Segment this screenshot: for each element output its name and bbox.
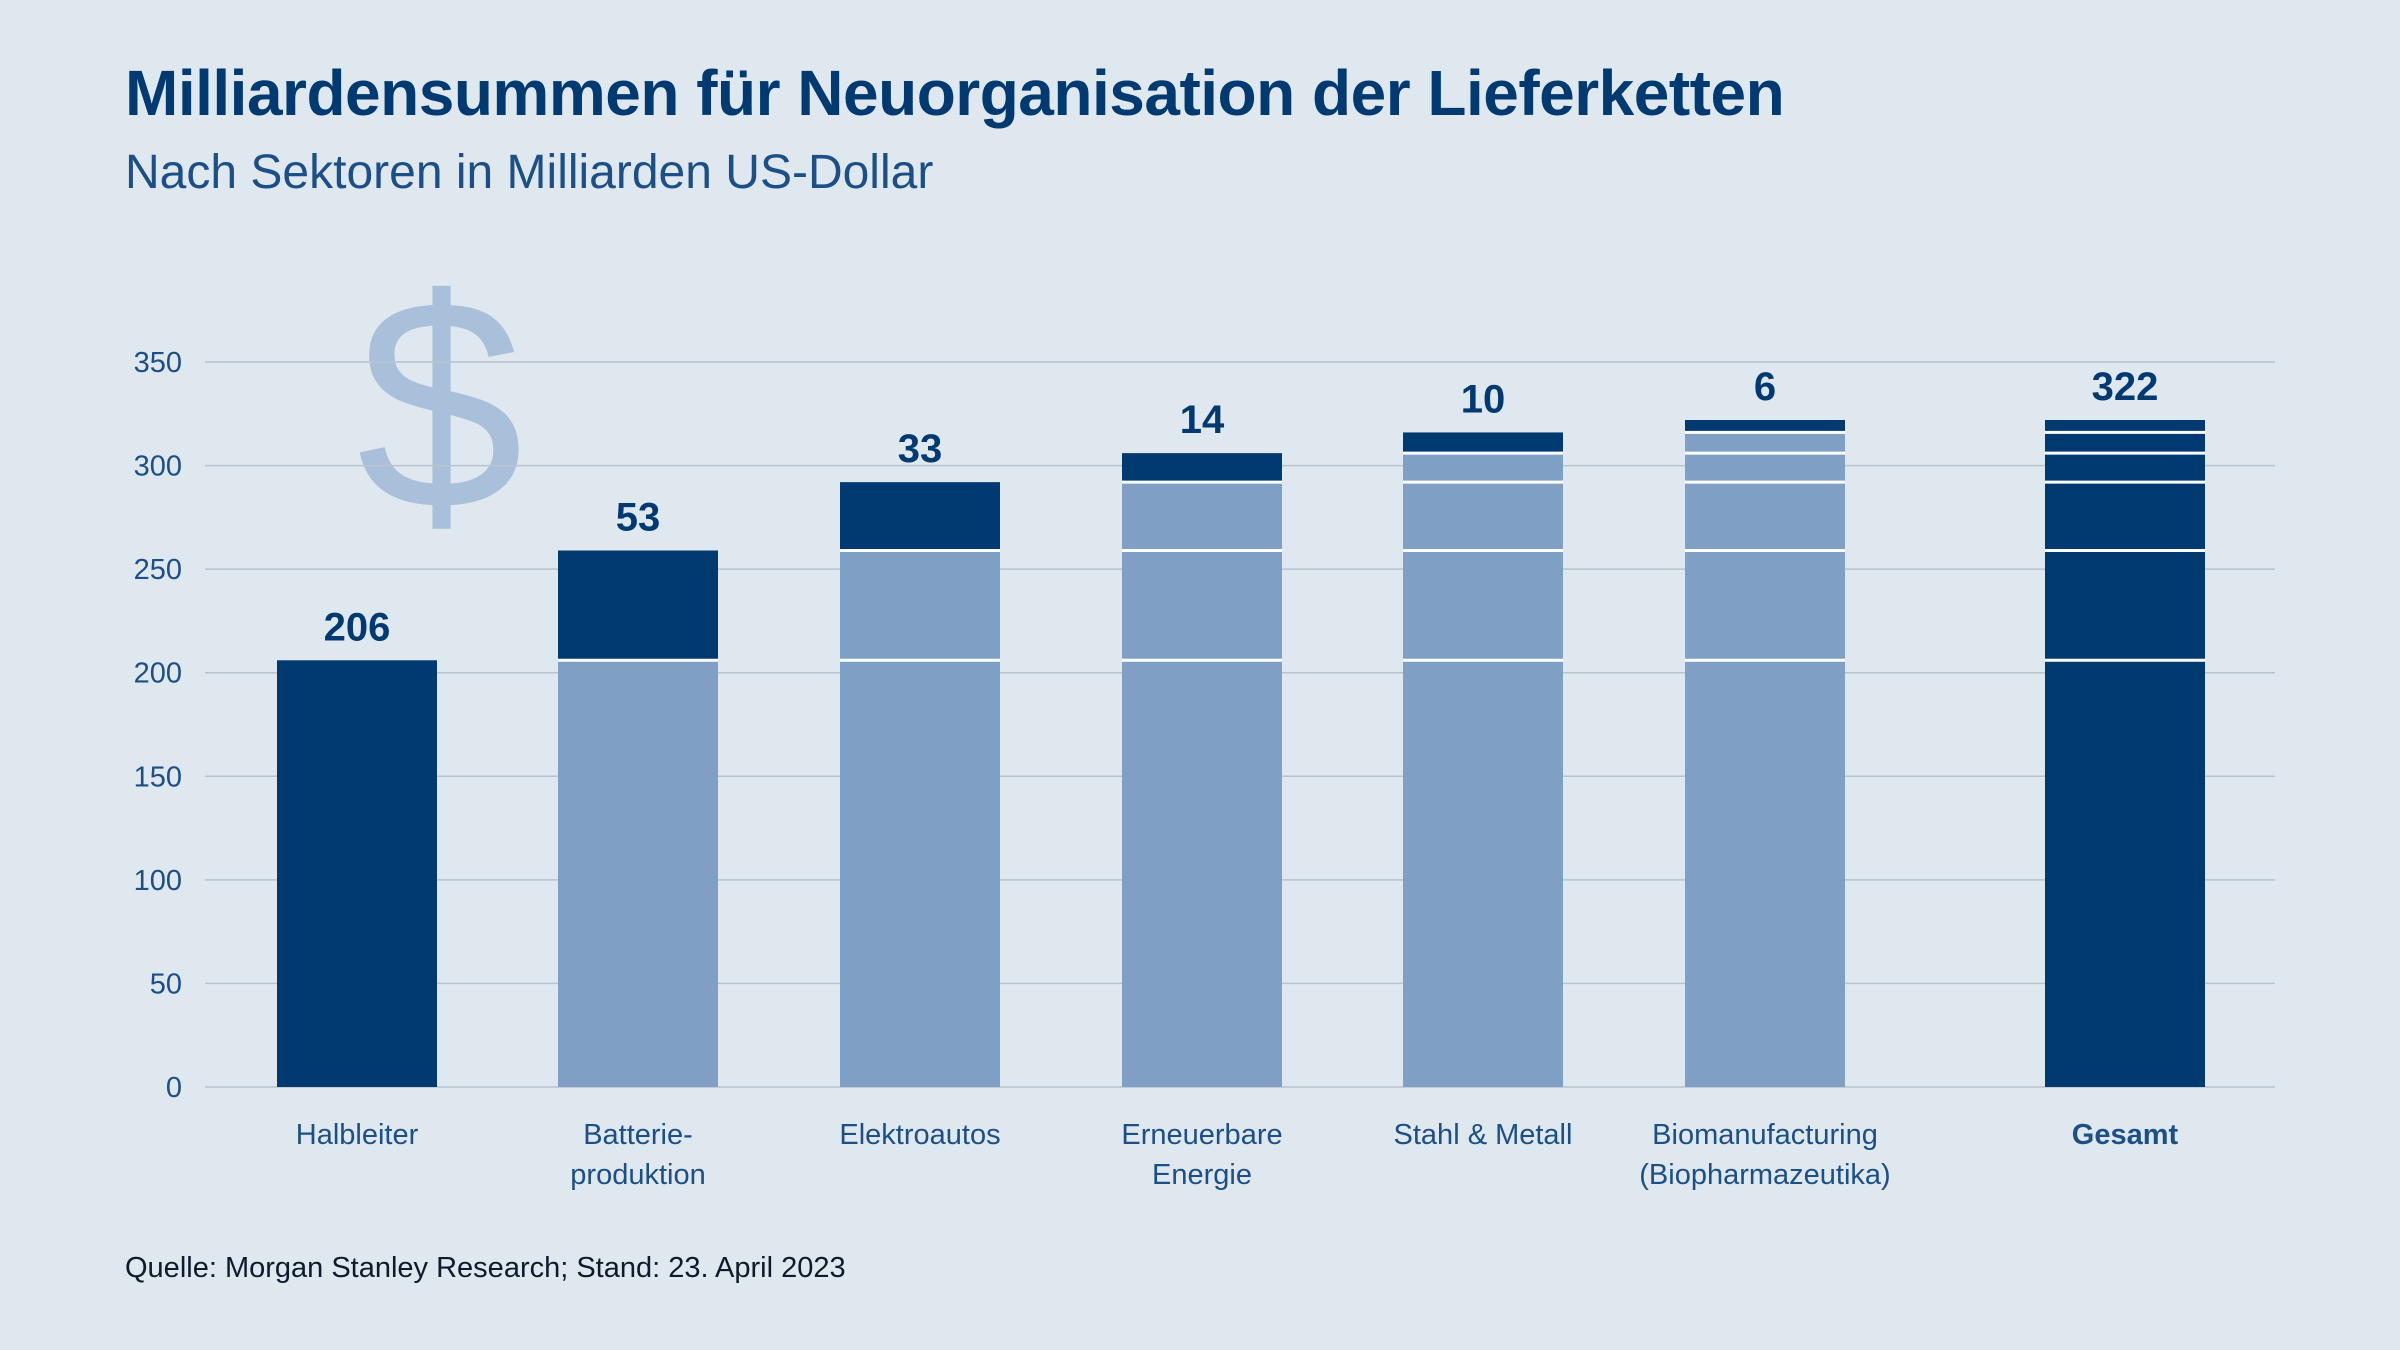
bar-value-segment (1403, 432, 1563, 454)
value-label: 10 (1461, 377, 1506, 421)
y-tick-label: 200 (134, 658, 182, 690)
bar-value-segment (1122, 453, 1282, 483)
bar-base-segment (1403, 453, 1563, 1088)
category-label: Stahl & Metall (1394, 1119, 1573, 1151)
bar-base-segment (1122, 482, 1282, 1088)
category-label-line: Biomanufacturing (1652, 1119, 1878, 1151)
bar-total (2045, 420, 2205, 1087)
bar-value-segment (277, 660, 437, 1087)
bar-value-segment (1685, 420, 1845, 433)
page-title: Milliardensummen für Neuorganisation der… (125, 57, 1785, 129)
value-label: 206 (324, 605, 391, 649)
bars (277, 420, 2205, 1088)
y-tick-label: 50 (150, 968, 182, 1000)
value-label: 6 (1754, 365, 1776, 409)
bar-base-segment (1685, 432, 1845, 1087)
y-tick-label: 350 (134, 347, 182, 379)
category-label-line: Stahl & Metall (1394, 1119, 1573, 1151)
category-label-line: Gesamt (2072, 1119, 2179, 1151)
category-label-line: produktion (570, 1159, 705, 1191)
bar-base-segment (558, 660, 718, 1087)
page-subtitle: Nach Sektoren in Milliarden US-Dollar (125, 146, 934, 199)
value-label: 322 (2092, 365, 2159, 409)
category-label-line: Elektroautos (839, 1119, 1000, 1151)
y-tick-label: 150 (134, 761, 182, 793)
category-label-line: Batterie- (583, 1119, 693, 1151)
category-label: Biomanufacturing (Biopharmazeutika) (1639, 1119, 1890, 1191)
y-tick-label: 300 (134, 451, 182, 483)
category-label: Erneuerbare Energie (1121, 1119, 1282, 1191)
category-label-line: Energie (1152, 1159, 1252, 1191)
category-label-line: Halbleiter (296, 1119, 419, 1151)
source-note: Quelle: Morgan Stanley Research; Stand: … (125, 1252, 846, 1284)
category-label-line: Erneuerbare (1121, 1119, 1282, 1151)
dollar-symbol: $ (357, 236, 524, 572)
y-tick-label: 0 (166, 1072, 182, 1104)
y-tick-label: 100 (134, 865, 182, 897)
bar-base-segment (840, 550, 1000, 1087)
value-label: 14 (1180, 398, 1225, 442)
labels: 0 50 100 150 200 250 300 350 206 Halbleiter 53 Batt… (134, 347, 2179, 1191)
category-label-line: (Biopharmazeutika) (1639, 1159, 1890, 1191)
value-label: 33 (898, 427, 943, 471)
value-label: 53 (616, 496, 661, 540)
category-label: Batterie-produktion (570, 1119, 705, 1191)
category-label: Elektroautos (839, 1119, 1000, 1151)
category-label: Halbleiter (296, 1119, 419, 1151)
bar-value-segment (840, 482, 1000, 551)
bar-value-segment (558, 550, 718, 661)
category-label: Gesamt (2072, 1119, 2179, 1151)
y-tick-label: 250 (134, 554, 182, 586)
